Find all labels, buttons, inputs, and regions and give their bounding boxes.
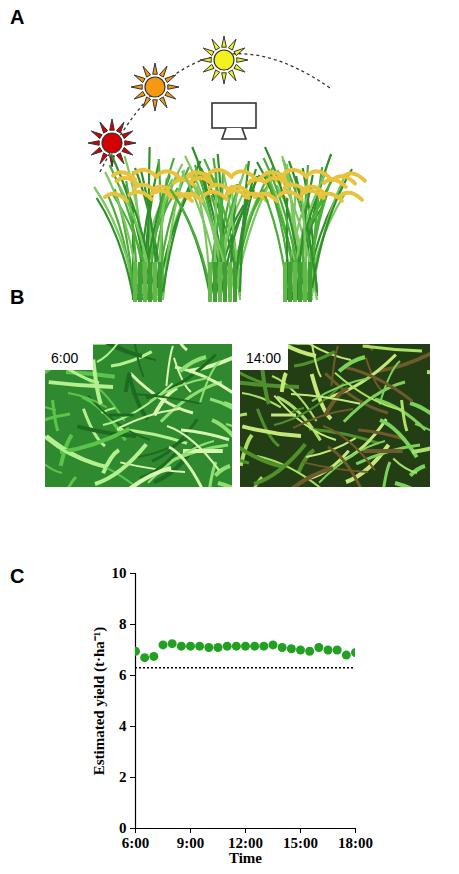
svg-text:9:00: 9:00 <box>177 835 205 851</box>
svg-text:6: 6 <box>119 667 127 683</box>
html-text:A: A <box>10 6 25 28</box>
svg-text:12:00: 12:00 <box>228 835 263 852</box>
svg-text:18:00: 18:00 <box>338 835 373 851</box>
svg-text:4: 4 <box>119 718 127 734</box>
svg-text:2: 2 <box>119 769 127 785</box>
svg-text:14:00: 14:00 <box>246 350 281 366</box>
svg-text:10: 10 <box>112 565 127 581</box>
svg-text:Time: Time <box>229 850 262 866</box>
svg-text:15:00: 15:00 <box>283 835 318 851</box>
svg-text:Estimated yield (t·ha⁻¹): Estimated yield (t·ha⁻¹) <box>91 627 108 776</box>
svg-text:8: 8 <box>119 616 127 632</box>
svg-text:0: 0 <box>119 820 127 836</box>
svg-text:6:00: 6:00 <box>122 835 150 851</box>
html-text:B: B <box>10 286 25 308</box>
html-text:C: C <box>10 565 25 587</box>
svg-text:6:00: 6:00 <box>51 350 78 366</box>
